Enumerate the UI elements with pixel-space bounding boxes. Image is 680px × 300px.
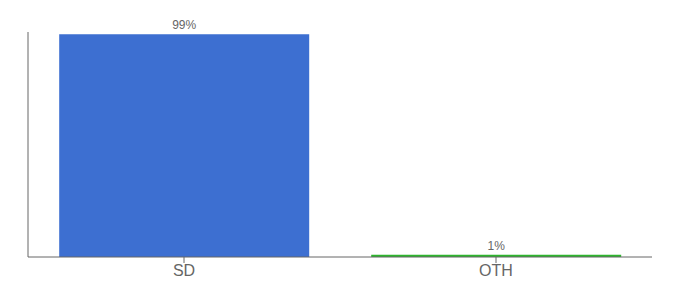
- svg-text:99%: 99%: [172, 18, 196, 32]
- svg-text:OTH: OTH: [479, 262, 513, 279]
- svg-text:1%: 1%: [488, 239, 506, 253]
- svg-text:SD: SD: [173, 262, 195, 279]
